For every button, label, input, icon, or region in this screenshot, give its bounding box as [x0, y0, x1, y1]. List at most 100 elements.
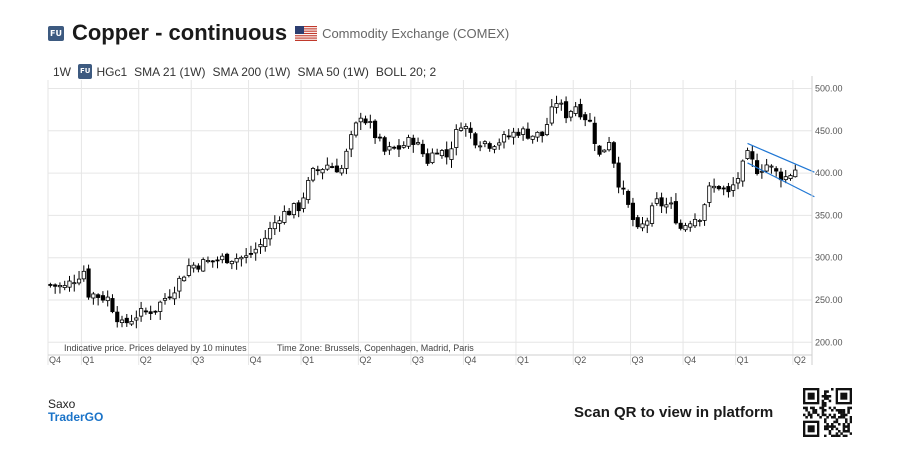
candle — [100, 291, 105, 303]
candle — [458, 122, 464, 132]
candle — [692, 213, 698, 228]
candle — [583, 111, 588, 127]
candle — [611, 141, 616, 168]
candle — [320, 168, 325, 180]
channel-line[interactable] — [747, 162, 815, 198]
candle — [697, 218, 702, 227]
candle — [735, 172, 741, 190]
candle — [57, 282, 63, 294]
candle — [263, 230, 268, 252]
candle — [177, 275, 182, 299]
qr-code-icon[interactable] — [803, 388, 852, 437]
interval-selector[interactable]: 1W — [53, 64, 71, 79]
candle — [635, 214, 640, 229]
candle — [373, 119, 378, 144]
brand-name: Saxo — [48, 397, 76, 411]
candle — [129, 314, 134, 326]
candle — [454, 124, 459, 156]
candle — [606, 136, 612, 152]
candle — [330, 162, 335, 169]
candle — [492, 145, 497, 154]
candle — [731, 177, 736, 197]
candle — [649, 202, 655, 227]
candle — [134, 310, 139, 329]
candle — [712, 178, 717, 193]
candle — [96, 293, 101, 306]
candle — [530, 135, 535, 144]
candle — [139, 301, 144, 322]
x-axis: Q4 Q1 Q2 Q3 Q4 Q1 Q2 Q3 Q4 Q1 Q2 Q3 Q4 Q1 Q2 — [48, 354, 812, 365]
candle — [153, 310, 158, 315]
indicator-sma21[interactable]: SMA 21 (1W) — [134, 64, 206, 79]
candle — [258, 238, 263, 254]
candle — [707, 182, 712, 208]
y-tick-label: 200.00 — [815, 337, 843, 347]
x-tick-label: Q1 — [302, 355, 314, 365]
candle — [411, 134, 416, 153]
timezone-notice: Time Zone: Brussels, Copenhagen, Madrid,… — [277, 343, 474, 353]
candle — [778, 167, 784, 188]
candle — [315, 165, 320, 176]
candle — [468, 122, 473, 139]
candle — [325, 157, 330, 171]
candle — [339, 164, 344, 176]
symbol-label[interactable]: HGc1 — [96, 64, 128, 79]
instrument-title: Copper - continuous — [71, 20, 288, 45]
us-flag-icon — [295, 25, 318, 41]
candle — [53, 283, 58, 294]
candle — [774, 166, 779, 177]
candle — [506, 129, 511, 140]
candle — [81, 265, 86, 282]
y-tick-label: 350.00 — [815, 210, 843, 220]
candle — [750, 145, 755, 167]
brand-logo: Saxo TraderGO — [48, 398, 103, 424]
x-tick-label: Q1 — [737, 355, 749, 365]
candle — [124, 313, 129, 327]
candle — [721, 185, 726, 196]
candle — [449, 141, 454, 168]
indicator-sma200[interactable]: SMA 200 (1W) — [212, 64, 291, 79]
candle — [392, 145, 397, 150]
indicator-sma50[interactable]: SMA 50 (1W) — [297, 64, 369, 79]
candle — [167, 289, 172, 300]
candle — [592, 116, 597, 152]
candle — [564, 96, 569, 124]
indicator-boll[interactable]: BOLL 20; 2 — [375, 64, 437, 79]
candle — [115, 306, 120, 328]
candle — [482, 140, 487, 148]
candle — [549, 98, 554, 126]
candle — [91, 291, 96, 305]
channel-line[interactable] — [747, 142, 815, 173]
candle — [382, 135, 387, 156]
x-tick-label: Q2 — [794, 355, 806, 365]
candle — [415, 137, 421, 146]
candle — [72, 274, 77, 292]
futures-badge: FU — [48, 25, 64, 41]
candle — [358, 112, 363, 131]
y-tick-label: 400.00 — [815, 168, 843, 178]
candle — [267, 221, 273, 246]
candle — [105, 290, 110, 307]
candle — [473, 131, 478, 149]
candle — [688, 220, 693, 232]
indicator-bar: 1W FU HGc1 SMA 21 (1W) SMA 200 (1W) SMA … — [53, 64, 443, 79]
candle — [664, 197, 669, 214]
candle — [406, 134, 411, 149]
candle — [435, 148, 440, 155]
candle — [669, 196, 674, 209]
candle — [745, 147, 750, 160]
candle — [253, 242, 258, 261]
candle — [645, 217, 650, 234]
candle — [659, 192, 664, 213]
candle — [224, 252, 230, 265]
candle — [287, 208, 292, 216]
candle — [191, 262, 196, 273]
candle — [387, 141, 392, 155]
candle — [597, 145, 602, 157]
candle — [755, 153, 760, 176]
candle — [487, 141, 492, 152]
x-tick-label: Q4 — [49, 355, 61, 365]
y-axis: 200.00 250.00 300.00 350.00 400.00 450.00 500.… — [811, 76, 843, 365]
candle — [377, 133, 382, 142]
